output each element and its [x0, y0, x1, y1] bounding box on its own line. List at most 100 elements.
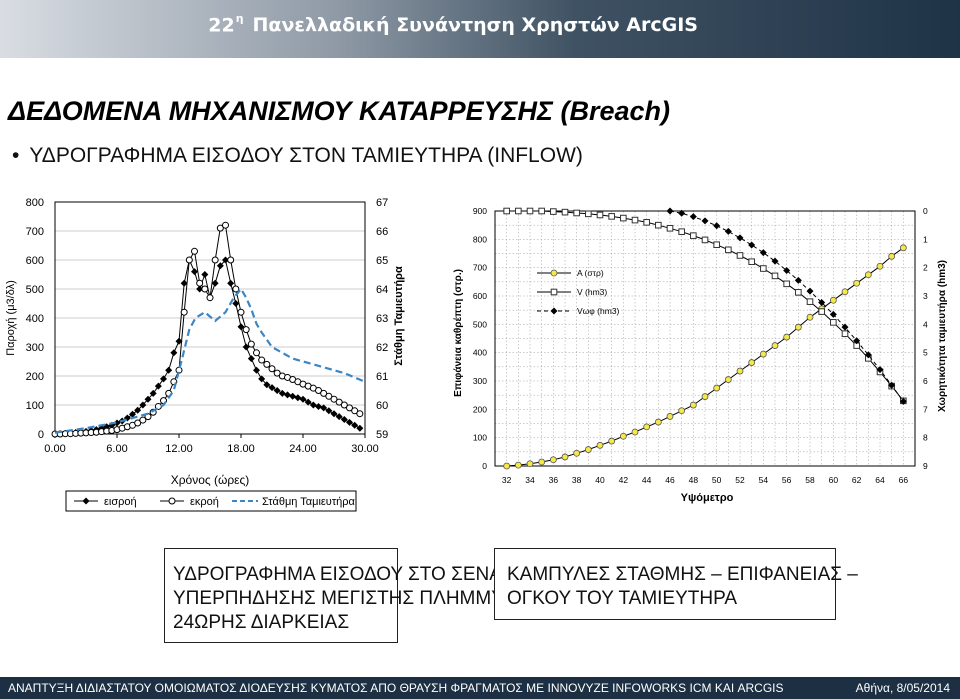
chart2-point-0: [736, 367, 744, 375]
chart2-point-2: [899, 397, 907, 405]
chart2-point-0: [549, 456, 557, 464]
chart2-point-0: [899, 244, 907, 252]
chart1-point-1: [222, 221, 229, 229]
chart1-point-0: [134, 406, 142, 414]
chart2-y2-tick-label: 6: [923, 376, 928, 386]
chart1-y-tick-label: 500: [26, 284, 44, 296]
chart1-x-tick-label: 24.00: [289, 443, 317, 455]
chart2-point-2: [806, 287, 814, 295]
chart2-point-1: [620, 214, 627, 222]
chart1-y-tick-label: 800: [26, 197, 44, 209]
chart2-point-2: [689, 213, 697, 221]
chart1-x-tick-label: 0.00: [44, 443, 65, 455]
chart1-y2-tick-label: 63: [376, 313, 388, 325]
chart1-point-1: [134, 419, 142, 427]
chart2-point-0: [724, 376, 732, 383]
chart1-axes: 0 100 200 300 400 500 600 700 800 59 60 61 62 63 64 65 6…: [26, 197, 389, 455]
chart1-point-0: [294, 394, 302, 402]
chart1-point-1: [196, 279, 204, 287]
chart2-y2-tick-label: 4: [923, 319, 928, 329]
chart2-point-0: [666, 413, 674, 420]
chart2-y2-tick-label: 2: [923, 263, 928, 273]
chart2-point-2: [841, 323, 849, 331]
chart2-point-2: [759, 249, 767, 257]
bullet-text: ΥΔΡΟΓΡΑΦΗΜΑ ΕΙΣΟΔΟΥ ΣΤΟΝ ΤΑΜΙΕΥΤΗΡΑ (INF…: [29, 144, 583, 167]
chart1-point-1: [242, 326, 250, 334]
chart2-y2-tick-label: 1: [923, 234, 928, 244]
chart1-y-axis-label: Παροχή (μ3/δλ): [5, 280, 17, 356]
chart2-point-0: [526, 460, 534, 468]
chart2-point-2: [864, 351, 872, 359]
chart1-point-0: [299, 395, 307, 403]
chart1-point-0: [284, 391, 291, 399]
chart1-point-1: [180, 308, 188, 316]
right-caption-card: ΚΑΜΠΥΛΕΣ ΣΤΑΘΜΗΣ – ΕΠΙΦΑΝΕΙΑΣ – ΟΓΚΟΥ ΤΟ…: [494, 548, 858, 620]
footer-date: Αθήνα, 8/05/2014: [855, 681, 950, 695]
chart1-point-0: [216, 262, 224, 270]
chart1-point-0: [289, 392, 297, 400]
chart2-x-tick-label: 52: [735, 475, 745, 485]
chart1-legend-label: Στάθμη Ταμιευτήρα: [262, 496, 356, 508]
chart1-point-0: [227, 279, 235, 287]
chart1-series-line-stage: [54, 287, 366, 434]
chart1-y-tick-label: 700: [26, 226, 44, 238]
chart2-point-2: [748, 241, 756, 249]
chart2-x-tick-label: 38: [572, 475, 582, 485]
chart1-point-1: [320, 389, 328, 397]
chart1-y-tick-label: 0: [38, 429, 44, 441]
chart1-point-0: [330, 410, 338, 418]
chart2-point-1: [771, 272, 779, 280]
chart2-point-0: [841, 288, 849, 296]
chart1-point-0: [253, 366, 260, 374]
chart2-point-0: [643, 423, 651, 431]
chart1-point-1: [227, 256, 235, 264]
chart2-point-0: [701, 393, 709, 400]
chart2-point-1: [538, 207, 545, 215]
chart2-point-0: [538, 458, 546, 466]
chart2-x-tick-label: 40: [595, 475, 605, 485]
chart2-point-0: [654, 418, 662, 426]
chart1-point-0: [139, 401, 147, 409]
chart2-point-1: [550, 208, 557, 215]
chart2-x-tick-label: 66: [899, 475, 909, 485]
chart2-point-1: [585, 210, 592, 218]
hydrograph-chart: 0 100 200 300 400 500 600 700 800 59 60 61 62 63 64 65 6…: [5, 197, 405, 512]
chart2-point-0: [689, 401, 697, 409]
chart2-y2-tick-label: 3: [923, 291, 928, 301]
chart2-point-0: [584, 446, 592, 453]
chart2-point-1: [701, 236, 709, 244]
chart1-point-0: [315, 402, 322, 410]
chart2-point-1: [748, 258, 755, 266]
chart1-y2-tick-label: 60: [376, 400, 388, 412]
chart1-x-tick-label: 6.00: [106, 443, 127, 455]
chart2-point-1: [561, 208, 569, 216]
chart1-point-1: [247, 340, 255, 348]
chart2-grid: [494, 210, 916, 467]
chart1-x-tick-label: 12.00: [165, 443, 193, 455]
chart2-point-0: [619, 432, 627, 440]
chart2-point-0: [503, 462, 511, 470]
conference-number: 22: [208, 14, 235, 37]
chart2-y-tick-label: 200: [473, 404, 487, 414]
chart1-frame: [54, 201, 366, 435]
chart1-legend-label: εισροή: [104, 496, 137, 508]
chart2-point-0: [631, 428, 639, 436]
chart2-point-2: [876, 366, 884, 374]
footer-project-title: ΑΝΑΠΤΥΞΗ ΔΙΔΙΑΣΤΑΤΟΥ ΟΜΟΙΩΜΑΤΟΣ ΔΙΟΔΕΥΣΗ…: [8, 681, 784, 695]
chart2-point-0: [771, 342, 779, 349]
chart2-x-axis-label: Υψόμετρο: [681, 492, 734, 504]
chart2-x-tick-label: 36: [549, 475, 559, 485]
chart2-point-1: [526, 207, 534, 215]
chart2-point-2: [829, 310, 837, 318]
chart1-point-0: [304, 398, 312, 406]
chart2-point-0: [853, 279, 861, 287]
chart2-legend-label: Vωφ (hm3): [577, 306, 620, 316]
chart2-point-1: [631, 216, 639, 224]
chart2-y-tick-label: 0: [482, 461, 487, 471]
chart1-y-tick-label: 200: [26, 371, 44, 383]
conference-name: Πανελλαδική Συνάντηση Χρηστών ArcGIS: [252, 14, 698, 37]
chart1-y-tick-label: 600: [26, 255, 44, 267]
left-caption-line: ΥΠΕΡΠΗΔΗΣΗΣ ΜΕΓΙΣΤΗΣ ΠΛΗΜΜΥΡΑΣ: [173, 588, 540, 609]
chart1-y-tick-label: 400: [26, 313, 44, 325]
chart2-point-2: [771, 257, 779, 265]
